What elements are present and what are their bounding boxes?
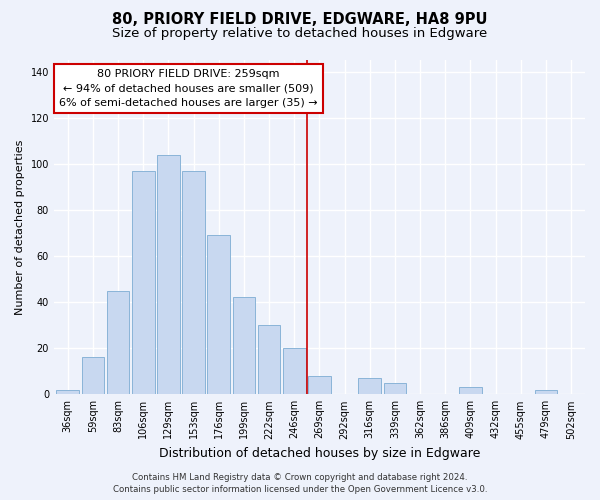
X-axis label: Distribution of detached houses by size in Edgware: Distribution of detached houses by size … bbox=[159, 447, 480, 460]
Bar bbox=[358, 378, 381, 394]
Bar bbox=[182, 170, 205, 394]
Y-axis label: Number of detached properties: Number of detached properties bbox=[15, 140, 25, 315]
Bar bbox=[383, 383, 406, 394]
Bar bbox=[459, 388, 482, 394]
Bar bbox=[233, 298, 255, 394]
Text: 80 PRIORY FIELD DRIVE: 259sqm
← 94% of detached houses are smaller (509)
6% of s: 80 PRIORY FIELD DRIVE: 259sqm ← 94% of d… bbox=[59, 69, 318, 108]
Bar bbox=[283, 348, 305, 395]
Bar bbox=[308, 376, 331, 394]
Bar bbox=[56, 390, 79, 394]
Bar bbox=[258, 325, 280, 394]
Bar bbox=[132, 170, 155, 394]
Bar bbox=[157, 154, 180, 394]
Bar bbox=[208, 235, 230, 394]
Text: Size of property relative to detached houses in Edgware: Size of property relative to detached ho… bbox=[112, 28, 488, 40]
Text: 80, PRIORY FIELD DRIVE, EDGWARE, HA8 9PU: 80, PRIORY FIELD DRIVE, EDGWARE, HA8 9PU bbox=[112, 12, 488, 28]
Bar bbox=[82, 358, 104, 395]
Text: Contains HM Land Registry data © Crown copyright and database right 2024.
Contai: Contains HM Land Registry data © Crown c… bbox=[113, 472, 487, 494]
Bar bbox=[107, 290, 130, 395]
Bar bbox=[535, 390, 557, 394]
